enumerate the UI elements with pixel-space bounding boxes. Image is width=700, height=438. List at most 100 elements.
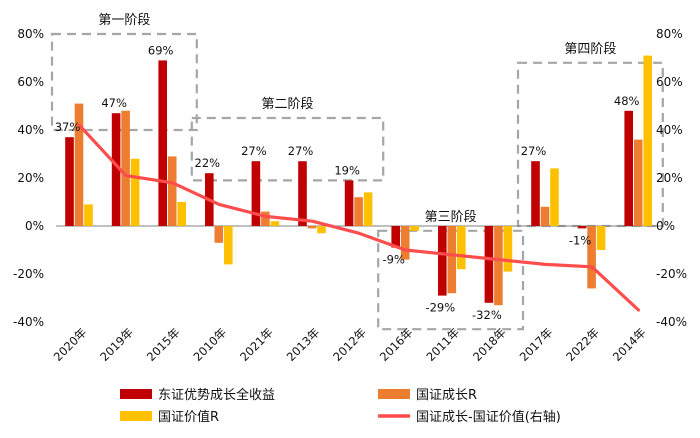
bar-2-3 [167, 156, 177, 226]
bar-3-11 [550, 168, 559, 226]
bar-1-12 [577, 226, 587, 229]
data-label-9: -29% [425, 301, 455, 315]
y-left-tick-2: 60% [17, 75, 44, 89]
x-tick-5: 2021年 [237, 325, 276, 364]
legend-label-4: 国证成长-国证价值(右轴) [416, 409, 561, 425]
x-tick-3: 2015年 [144, 325, 183, 364]
bar-1-3 [158, 60, 167, 227]
x-tick-11: 2017年 [517, 325, 556, 364]
bar-2-11 [540, 206, 550, 226]
bar-1-13 [624, 110, 633, 226]
bar-3-7 [363, 192, 373, 226]
bar-3-10 [503, 226, 513, 272]
legend-label-3: 国证价值R [158, 409, 219, 425]
bar-3-5 [270, 221, 280, 226]
data-label-1: 37% [55, 120, 81, 134]
data-label-4: 22% [195, 156, 221, 170]
legend-swatch-1 [120, 389, 152, 399]
bar-1-8 [391, 226, 400, 248]
stage-label-3: 第三阶段 [425, 210, 477, 225]
x-tick-12: 2022年 [563, 325, 602, 364]
bar-1-10 [484, 226, 494, 303]
bar-3-12 [596, 226, 606, 250]
bar-3-9 [457, 226, 466, 270]
bar-3-2 [130, 158, 140, 226]
data-label-3: 69% [148, 43, 174, 57]
bar-1-5 [251, 161, 261, 226]
data-labels: 37% 47% 69% 22% 27% 27% 19% -9% -29% -32% 27% -1% 48… [55, 43, 640, 321]
bar-2-4 [214, 226, 224, 243]
x-axis: 2020年 2019年 2015年 2010年 2021年 2013年 2012年 2016年… [51, 325, 649, 364]
bar-1-7 [344, 180, 354, 226]
legend-swatch-2 [378, 389, 410, 399]
bar-3-8 [410, 226, 419, 231]
stage-label-1: 第一阶段 [98, 13, 150, 28]
bar-2-9 [447, 226, 457, 294]
x-tick-2: 2019年 [97, 325, 136, 364]
bar-2-13 [633, 139, 643, 226]
x-tick-6: 2013年 [284, 325, 323, 364]
stage-label-2: 第二阶段 [261, 97, 313, 112]
bar-2-7 [354, 197, 363, 226]
bar-2-5 [261, 211, 270, 226]
y-right-tick-1: 80% [656, 27, 683, 41]
y-axis-right: 80% 60% 40% 20% 0% -20% -40% [656, 27, 687, 329]
y-right-tick-2: 60% [656, 75, 683, 89]
bar-2-8 [400, 226, 410, 260]
data-label-6: 27% [288, 144, 314, 158]
bar-3-1 [84, 204, 93, 226]
bar-1-2 [111, 113, 121, 226]
data-label-2: 47% [101, 96, 127, 110]
y-left-tick-6: -20% [13, 267, 44, 281]
x-tick-8: 2016年 [377, 325, 416, 364]
x-tick-9: 2011年 [423, 325, 462, 364]
y-left-tick-3: 40% [17, 123, 44, 137]
legend-swatch-3 [120, 411, 152, 421]
spread-line [77, 123, 641, 312]
y-left-tick-4: 20% [17, 171, 44, 185]
x-tick-10: 2018年 [470, 325, 509, 364]
bar-2-2 [121, 110, 130, 226]
bar-1-9 [438, 226, 447, 296]
y-left-tick-5: 0% [25, 219, 44, 233]
data-label-5: 27% [241, 144, 267, 158]
data-label-7: 19% [334, 163, 360, 177]
y-right-tick-3: 40% [656, 123, 683, 137]
stage-label-4: 第四阶段 [564, 42, 616, 57]
y-left-tick-1: 80% [17, 27, 44, 41]
stage-box-2 [190, 116, 385, 182]
bar-2-10 [494, 226, 503, 306]
bar-1-11 [531, 161, 540, 226]
bar-2-12 [587, 226, 596, 289]
bar-3-6 [317, 226, 326, 234]
data-label-8: -9% [382, 253, 404, 267]
data-label-13: 48% [614, 94, 640, 108]
y-right-tick-7: -40% [656, 315, 687, 329]
bar-2-1 [74, 103, 84, 226]
x-tick-13: 2014年 [610, 325, 649, 364]
y-right-tick-6: -20% [656, 267, 687, 281]
y-left-tick-7: -40% [13, 315, 44, 329]
bar-2-6 [307, 226, 317, 229]
data-label-12: -1% [569, 233, 591, 247]
bar-1-6 [298, 161, 307, 226]
legend: 东证优势成长全收益 国证成长R 国证价值R 国证成长-国证价值(右轴) [120, 387, 561, 425]
y-right-tick-4: 20% [656, 171, 683, 185]
x-tick-7: 2012年 [330, 325, 369, 364]
x-tick-1: 2020年 [51, 325, 90, 364]
bar-3-3 [177, 202, 186, 226]
y-right-tick-5: 0% [656, 219, 675, 233]
legend-label-1: 东证优势成长全收益 [158, 387, 275, 403]
bar-3-4 [224, 226, 233, 265]
stage-box-3 [377, 229, 525, 331]
bar-1-1 [65, 137, 74, 226]
x-tick-4: 2010年 [190, 325, 229, 364]
bar-3-13 [643, 55, 652, 226]
data-label-10: -32% [472, 308, 502, 322]
spread-line-path [77, 123, 641, 312]
data-label-11: 27% [521, 144, 547, 158]
y-axis-left: 80% 60% 40% 20% 0% -20% -40% [13, 27, 44, 329]
legend-label-2: 国证成长R [416, 388, 477, 403]
